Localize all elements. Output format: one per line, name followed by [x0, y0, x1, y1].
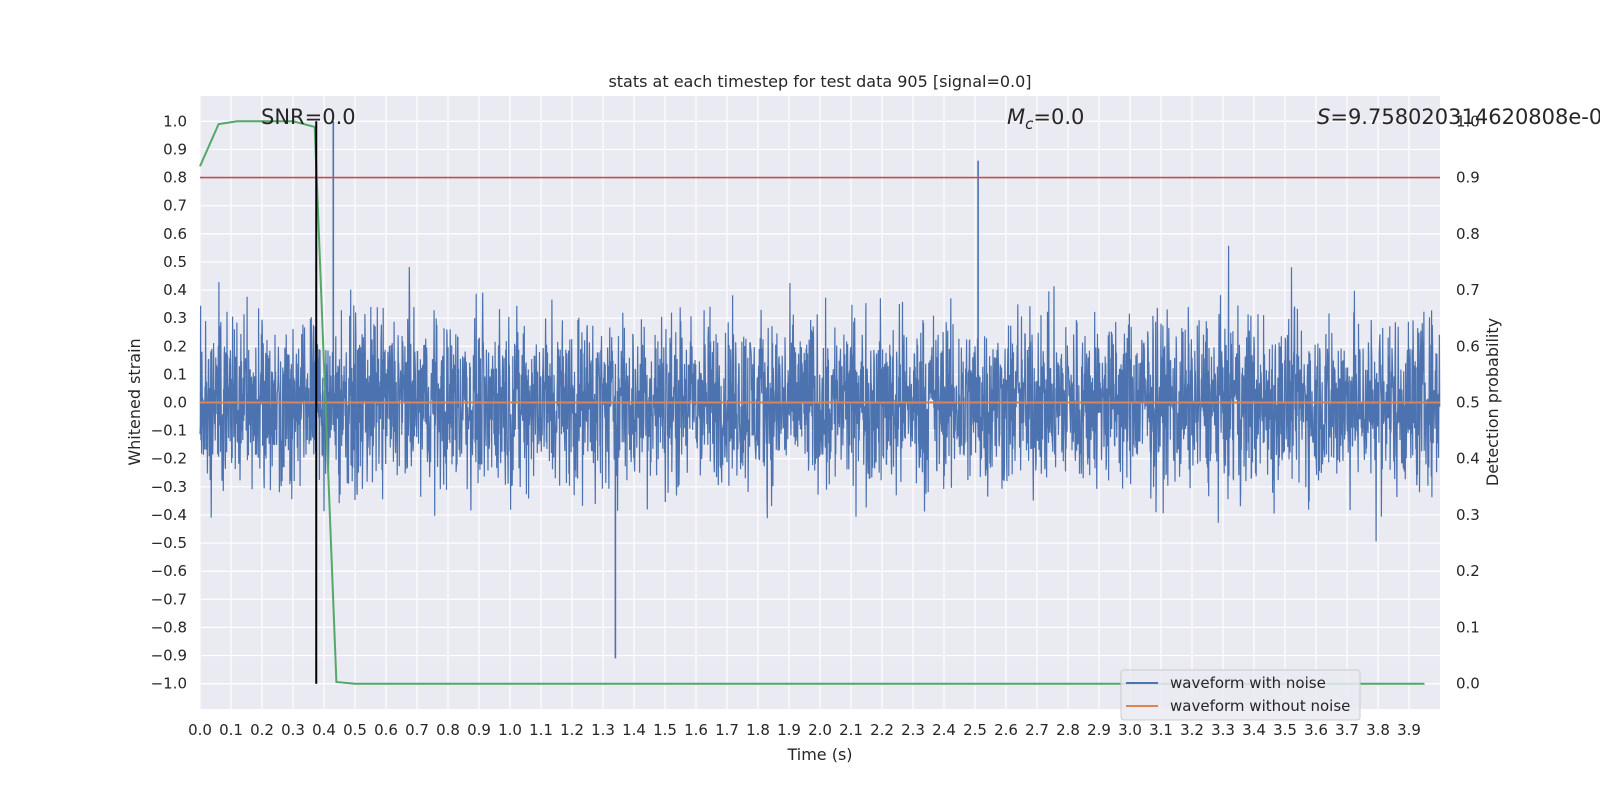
y-axis-label: Whitened strain — [125, 338, 144, 465]
x-tick-label: 0.9 — [467, 721, 491, 739]
x-tick-label: 2.0 — [808, 721, 832, 739]
x-tick-label: 3.4 — [1242, 721, 1266, 739]
y-tick-label: −0.5 — [151, 534, 187, 552]
x-tick-label: 2.6 — [994, 721, 1018, 739]
y-tick-label: 0.1 — [163, 365, 187, 383]
x-tick-label: 2.5 — [963, 721, 987, 739]
x-tick-label: 3.6 — [1304, 721, 1328, 739]
y-right-tick-label: 0.2 — [1456, 562, 1480, 580]
y-tick-label: 0.9 — [163, 140, 187, 158]
x-tick-label: 0.8 — [436, 721, 460, 739]
x-tick-label: 0.4 — [312, 721, 336, 739]
x-tick-label: 0.2 — [250, 721, 274, 739]
annotation-snr: SNR=0.0 — [261, 105, 356, 129]
y-right-tick-label: 0.7 — [1456, 281, 1480, 299]
x-tick-label: 1.1 — [529, 721, 553, 739]
x-tick-label: 1.8 — [746, 721, 770, 739]
annotation-s: S=9.758020314620808e-03 — [1317, 105, 1600, 129]
y-right-tick-label: 0.8 — [1456, 225, 1480, 243]
series-lines — [199, 120, 1440, 685]
x-tick-label: 3.3 — [1211, 721, 1235, 739]
x-tick-label: 0.0 — [188, 721, 212, 739]
x-tick-label: 3.0 — [1118, 721, 1142, 739]
y-right-tick-label: 0.3 — [1456, 506, 1480, 524]
y-tick-label: −0.6 — [151, 562, 187, 580]
chart-title: stats at each timestep for test data 905… — [608, 72, 1031, 91]
y-tick-label: 0.8 — [163, 169, 187, 187]
y-right-tick-label: 0.6 — [1456, 337, 1480, 355]
y-tick-label: 0.6 — [163, 225, 187, 243]
y-tick-label: 0.2 — [163, 337, 187, 355]
noise-trace — [199, 245, 1441, 542]
x-tick-label: 3.8 — [1366, 721, 1390, 739]
x-tick-label: 3.1 — [1149, 721, 1173, 739]
y-right-tick-labels: 1.0 0.9 0.8 0.7 0.6 0.5 0.4 0.3 0.2 0.1 0.0 — [1456, 112, 1480, 692]
x-tick-label: 0.3 — [281, 721, 305, 739]
y-right-tick-label: 0.5 — [1456, 394, 1480, 412]
x-tick-label: 2.4 — [932, 721, 956, 739]
x-tick-label: 3.5 — [1273, 721, 1297, 739]
legend-label-with-noise: waveform with noise — [1170, 674, 1326, 692]
x-tick-label: 1.9 — [777, 721, 801, 739]
x-tick-label: 0.7 — [405, 721, 429, 739]
legend-box — [1120, 669, 1361, 721]
x-tick-label: 1.3 — [591, 721, 615, 739]
x-tick-label: 1.6 — [684, 721, 708, 739]
y-tick-label: −0.3 — [151, 478, 187, 496]
y-tick-label: −1.0 — [151, 675, 187, 693]
x-tick-label: 1.0 — [498, 721, 522, 739]
x-tick-label: 0.6 — [374, 721, 398, 739]
legend-label-without-noise: waveform without noise — [1170, 697, 1350, 715]
x-tick-label: 3.9 — [1397, 721, 1421, 739]
y-tick-labels: 1.0 0.9 0.8 0.7 0.6 0.5 0.4 0.3 0.2 0.1 0.0 −0.1 −0.… — [151, 112, 187, 692]
y-tick-label: −0.7 — [151, 590, 187, 608]
x-tick-label: 3.7 — [1335, 721, 1359, 739]
x-tick-label: 2.1 — [839, 721, 863, 739]
y-tick-label: −0.1 — [151, 422, 187, 440]
series-waveform-with-noise — [199, 121, 1441, 659]
x-tick-label: 1.7 — [715, 721, 739, 739]
y-tick-label: 0.3 — [163, 309, 187, 327]
y-tick-label: −0.9 — [151, 647, 187, 665]
x-tick-label: 2.3 — [901, 721, 925, 739]
line-detection-probability — [199, 120, 1425, 685]
x-tick-labels: 0.0 0.1 0.2 0.3 0.4 0.5 0.6 0.7 0.8 0.9 1.0 1.1 1.2 1… — [188, 721, 1421, 739]
annotation-chirp-mass: Mc=0.0 — [1007, 105, 1084, 133]
x-tick-label: 0.1 — [219, 721, 243, 739]
x-tick-label: 2.8 — [1056, 721, 1080, 739]
y-right-tick-label: 0.4 — [1456, 450, 1480, 468]
x-axis-label: Time (s) — [786, 745, 852, 764]
y-right-tick-label: 1.0 — [1456, 112, 1480, 130]
y-tick-label: 0.0 — [163, 394, 187, 412]
y-right-tick-label: 0.9 — [1456, 169, 1480, 187]
y-right-tick-label: 0.1 — [1456, 618, 1480, 636]
x-tick-label: 1.5 — [653, 721, 677, 739]
y-right-tick-label: 0.0 — [1456, 675, 1480, 693]
y-tick-label: 0.4 — [163, 281, 187, 299]
y-tick-label: −0.4 — [151, 506, 187, 524]
y-tick-label: 1.0 — [163, 112, 187, 130]
x-tick-label: 1.2 — [560, 721, 584, 739]
y-tick-label: 0.7 — [163, 197, 187, 215]
y-right-axis-label: Detection probability — [1483, 318, 1502, 486]
legend: waveform with noise waveform without noi… — [1120, 669, 1361, 721]
x-tick-label: 3.2 — [1180, 721, 1204, 739]
x-tick-label: 2.2 — [870, 721, 894, 739]
x-tick-label: 2.9 — [1087, 721, 1111, 739]
y-tick-label: −0.8 — [151, 618, 187, 636]
x-tick-label: 1.4 — [622, 721, 646, 739]
y-tick-label: −0.2 — [151, 450, 187, 468]
x-tick-label: 0.5 — [343, 721, 367, 739]
x-tick-label: 2.7 — [1025, 721, 1049, 739]
y-tick-label: 0.5 — [163, 253, 187, 271]
